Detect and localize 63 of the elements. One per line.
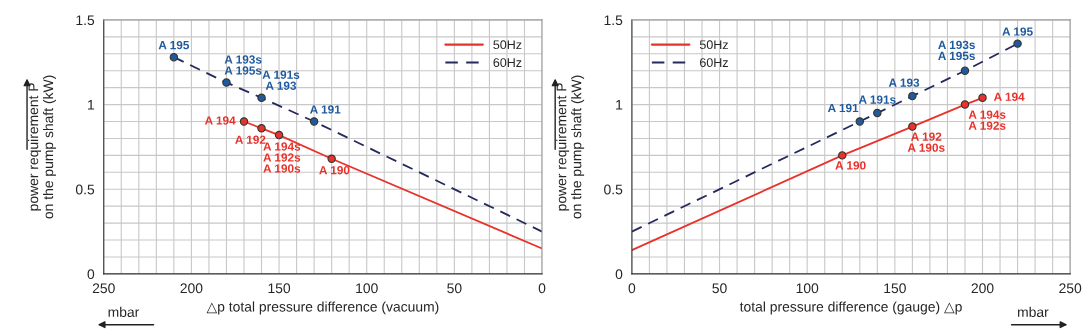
annotation: A 194 — [204, 116, 236, 125]
y-tick-label: 0 — [615, 269, 623, 280]
annotation: A 193s A 195s — [938, 40, 975, 61]
x-tick-label: 0 — [628, 283, 636, 294]
annotation: A 193 — [888, 78, 920, 87]
x-tick-label: 150 — [884, 283, 906, 294]
text: mbar — [108, 306, 140, 317]
annotation: A 190 — [319, 166, 350, 175]
x-tick-label: 0 — [538, 283, 546, 294]
y-tick-label: 1 — [88, 100, 95, 110]
x-tick-label: 200 — [971, 283, 994, 294]
x-tick-label: 250 — [92, 283, 115, 294]
point — [257, 124, 266, 133]
point — [239, 117, 249, 126]
annotation: A 191 — [309, 105, 341, 114]
y-tick-label: 1.5 — [604, 15, 623, 26]
x-axis-title: total pressure difference (gauge) △p — [739, 301, 962, 315]
annotation: A 190 — [835, 161, 866, 170]
x-tick-label: 50 — [712, 283, 727, 294]
y-tick-label: 0.5 — [604, 184, 623, 195]
annotation: A 194s A 192s A 190s — [263, 142, 301, 173]
annotation: A 192 — [235, 135, 266, 144]
point — [873, 108, 882, 118]
text: mbar — [1018, 306, 1049, 317]
point — [222, 78, 231, 87]
x-tick-label: 100 — [356, 283, 378, 294]
annotation: A 194 — [993, 92, 1025, 101]
point — [855, 117, 865, 126]
y-axis-title: power requirement P on the pump shaft (kW) — [28, 75, 56, 219]
x-tick-label: 50 — [447, 283, 462, 294]
legend-label: 50Hz — [493, 40, 522, 50]
point — [257, 93, 266, 103]
point — [274, 130, 284, 140]
legend-label: 60Hz — [493, 58, 522, 67]
y-tick-label: 0 — [87, 269, 95, 280]
x-tick-label: 100 — [796, 283, 819, 294]
point — [978, 93, 987, 103]
point — [960, 100, 970, 109]
point — [169, 52, 179, 62]
annotation: A 192 A 190s — [907, 132, 945, 152]
annotation: A 193s A 195s — [224, 55, 262, 75]
point — [908, 122, 917, 131]
annotation: A 191s — [858, 95, 896, 104]
annotation: A 195 — [1002, 27, 1033, 36]
legend-label: 60Hz — [700, 58, 728, 67]
point — [908, 91, 917, 101]
x-tick-label: 150 — [268, 283, 291, 294]
legend-label: 50Hz — [699, 40, 728, 50]
y-tick-label: 1.5 — [76, 15, 95, 26]
annotation: A 191s A 193 — [262, 70, 300, 90]
point — [327, 154, 336, 163]
x-tick-label: 200 — [180, 283, 203, 294]
point — [960, 66, 970, 75]
y-tick-label: 0.5 — [75, 184, 95, 195]
x-axis-title: △p total pressure difference (vacuum) — [206, 301, 439, 315]
point — [838, 151, 847, 160]
x-tick-label: 250 — [1059, 283, 1082, 294]
annotation: A 195 — [158, 40, 190, 50]
point — [309, 117, 319, 126]
point — [1013, 39, 1022, 48]
annotation: A 194s A 192s — [968, 110, 1006, 130]
y-tick-label: 1 — [616, 100, 623, 110]
annotation: A 191 — [827, 103, 859, 113]
